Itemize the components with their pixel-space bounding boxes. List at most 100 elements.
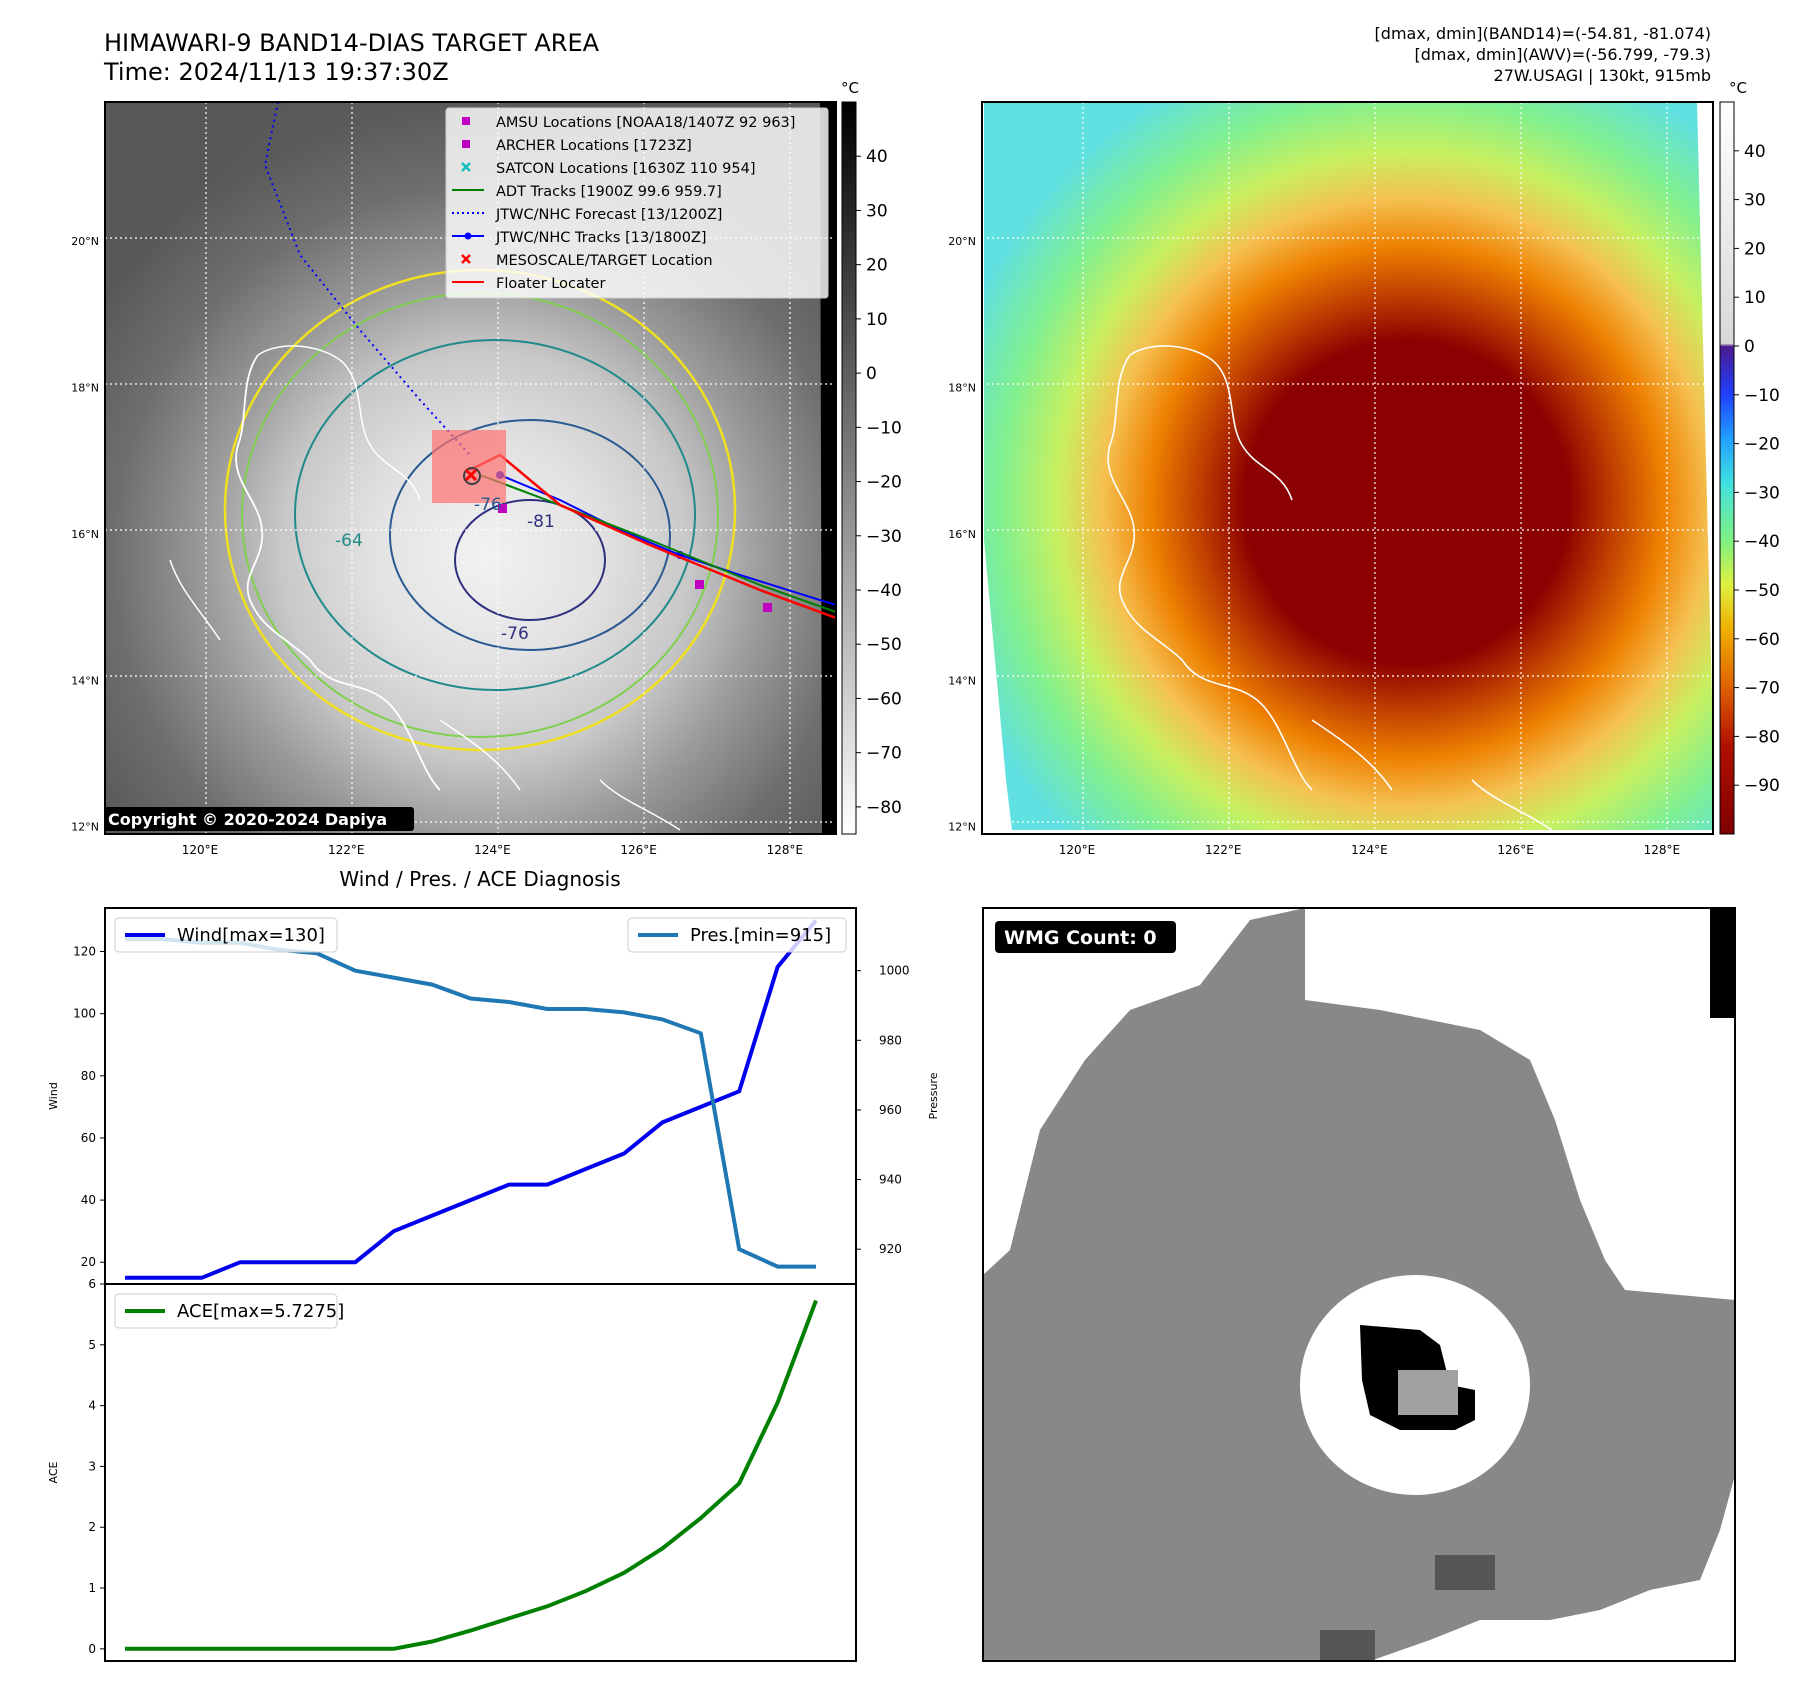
legend-marker-archer (462, 140, 470, 148)
series-line (125, 1299, 818, 1651)
y-tick-label: 5 (88, 1338, 96, 1352)
colorbar-tick-label: −80 (1744, 727, 1780, 747)
lon-tick-label: 120°E (182, 843, 219, 857)
amsu-location-marker (763, 603, 772, 612)
contour-blue (389, 419, 671, 651)
color-colorbar-unit: °C (1729, 79, 1747, 97)
y-tick-label: 80 (81, 1069, 96, 1083)
y-tick-label: 6 (88, 1277, 96, 1291)
lat-tick-label: 18°N (71, 381, 99, 394)
series-line (125, 919, 818, 1280)
ir-map-lat-labels: 20°N 18°N 16°N 14°N 12°N (71, 235, 99, 834)
contour-teal (294, 339, 696, 691)
storm-center-marker (463, 467, 481, 485)
legend-label-jtwc-tracks: JTWC/NHC Tracks [13/1800Z] (495, 230, 707, 246)
wmg-badge-box (995, 921, 1176, 953)
wmg-dark-patch (1435, 1555, 1495, 1590)
copyright-box (104, 807, 414, 831)
colorbar-tick-label: −30 (1744, 483, 1780, 503)
legend-marker-amsu (462, 117, 470, 125)
colorbar-tick-label: −80 (866, 798, 902, 818)
map-legend: AMSU Locations [NOAA18/1407Z 92 963] ARC… (445, 107, 829, 299)
diagnosis-title: Wind / Pres. / ACE Diagnosis (339, 867, 620, 891)
ir-map-nodata (105, 102, 290, 300)
colorbar-tick-label: 20 (1744, 239, 1766, 259)
stats-storm: 27W.USAGI | 130kt, 915mb (1494, 66, 1711, 85)
colorbar-tick-label: 0 (1744, 337, 1755, 357)
lon-tick-label: 128°E (767, 843, 804, 857)
stats-band14: [dmax, dmin](BAND14)=(-54.81, -81.074) (1375, 24, 1711, 43)
mesoscale-target-box (432, 430, 506, 503)
colorbar-tick-label: 40 (1744, 142, 1766, 162)
ace-chart: 0 1 2 3 4 5 6 ACE ACE[max=5.7275] (47, 1277, 857, 1662)
wmg-gray-region (983, 908, 1735, 1661)
legend-marker-jtwc-dot (464, 232, 472, 240)
contour-label: -76 (501, 624, 529, 644)
figure-time: Time: 2024/11/13 19:37:30Z (103, 58, 449, 86)
wmg-corner-black (1710, 908, 1735, 1018)
colorbar-tick-label: −20 (1744, 435, 1780, 455)
ir-map-panel: -76 -64 -81 -76 AMSU Locations [NOAA18/1… (71, 79, 902, 857)
legend-marker-satcon (461, 162, 471, 172)
colorbar-tick-label: −40 (1744, 532, 1780, 552)
colorbar-tick-label: −30 (866, 527, 902, 547)
lat-tick-label: 16°N (948, 528, 976, 541)
y-axis-label: ACE (47, 1461, 60, 1483)
wmg-eye-center (1398, 1370, 1458, 1415)
contour-label: -81 (527, 512, 555, 532)
series-line (125, 937, 816, 1269)
y-tick-label: 4 (88, 1399, 96, 1413)
lat-tick-label: 12°N (71, 821, 99, 834)
ir-map-lon-labels: 120°E 122°E 124°E 126°E 128°E (182, 843, 803, 857)
lon-tick-label: 126°E (1497, 843, 1534, 857)
legend-label-mesoscale: MESOSCALE/TARGET Location (496, 253, 713, 269)
colorbar-tick-label: −70 (866, 744, 902, 764)
y-right-tick-label: 980 (879, 1033, 902, 1047)
y-tick-label: 120 (73, 945, 96, 959)
legend-label-amsu: AMSU Locations [NOAA18/1407Z 92 963] (496, 115, 795, 131)
y-right-tick-label: 1000 (879, 964, 910, 978)
coastline-islands (169, 559, 681, 831)
colorbar-tick-label: −20 (866, 473, 902, 493)
colorbar-tick-label: −10 (1744, 386, 1780, 406)
coastline-luzon (235, 354, 441, 791)
legend-box (114, 1293, 338, 1329)
legend-marker-mesoscale (461, 254, 471, 264)
color-map-coastline (1107, 345, 1553, 831)
colorbar-tick-label: −50 (1744, 581, 1780, 601)
map-legend-box (445, 107, 829, 299)
colorbar-tick-label: 40 (866, 147, 888, 167)
colorbar-tick-label: 20 (866, 256, 888, 276)
mesoscale-target-x (464, 468, 478, 482)
colorbar-tick-label: −70 (1744, 679, 1780, 699)
colorbar-tick-label: 30 (866, 201, 888, 221)
legend-label: ACE[max=5.7275] (177, 1301, 344, 1322)
colorbar-tick-label: −60 (866, 689, 902, 709)
legend-label-satcon: SATCON Locations [1630Z 110 954] (496, 161, 755, 177)
y-tick-label: 0 (88, 1642, 96, 1656)
lon-tick-label: 122°E (328, 843, 365, 857)
y-tick-label: 2 (88, 1520, 96, 1534)
lon-tick-label: 122°E (1205, 843, 1242, 857)
adt-track (479, 474, 836, 613)
legend-label: Wind[max=130] (177, 925, 325, 946)
lon-tick-label: 126°E (620, 843, 657, 857)
stats-awv: [dmax, dmin](AWV)=(-56.799, -79.3) (1414, 45, 1711, 64)
lat-tick-label: 14°N (948, 674, 976, 687)
color-map-swath (984, 102, 1713, 830)
chart-frame (104, 1283, 857, 1662)
y-tick-label: 100 (73, 1007, 96, 1021)
wmg-dark-patch (1320, 1630, 1375, 1661)
colorbar-tick-label: −90 (1744, 776, 1780, 796)
ir-colorbar (841, 101, 857, 835)
y-right-axis-label: Pressure (927, 1072, 940, 1119)
colorbar-tick-label: −60 (1744, 630, 1780, 650)
colorbar-tick-label: 10 (866, 310, 888, 330)
legend-label: Pres.[min=915] (690, 925, 831, 946)
y-tick-label: 3 (88, 1459, 96, 1473)
y-right-tick-label: 920 (879, 1242, 902, 1256)
y-right-tick-label: 960 (879, 1103, 902, 1117)
lon-tick-label: 120°E (1059, 843, 1096, 857)
lat-tick-label: 14°N (71, 674, 99, 687)
color-map-lon-labels: 120°E 122°E 124°E 126°E 128°E (1059, 843, 1680, 857)
